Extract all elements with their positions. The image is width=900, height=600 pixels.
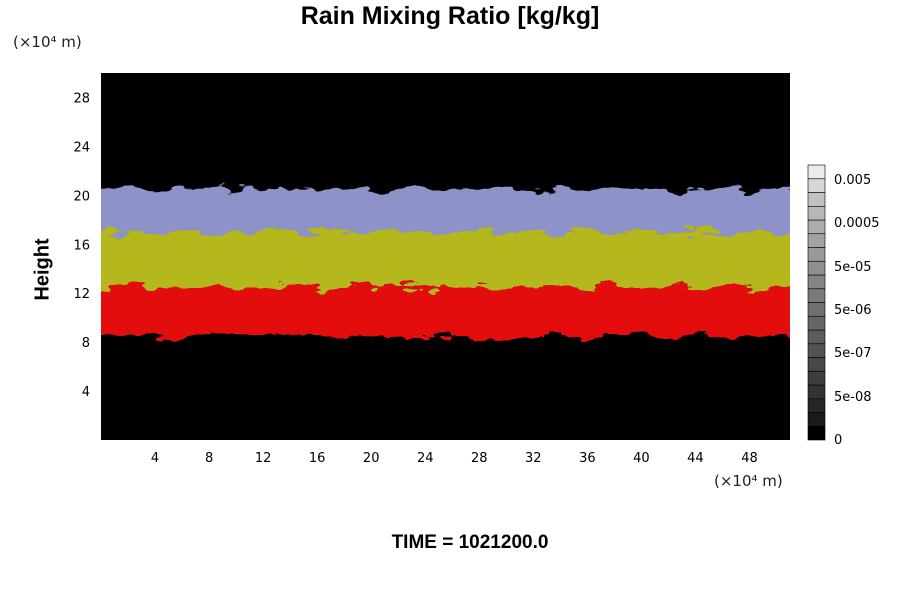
colorbar-swatch (807, 219, 826, 235)
x-tick-label: 48 (741, 451, 758, 466)
colorbar-swatch (807, 247, 826, 262)
colorbar-swatch (807, 274, 826, 290)
y-tick-label: 8 (82, 336, 90, 351)
data-band-1 (101, 189, 790, 233)
time-label: TIME (391, 532, 437, 553)
x-tick-label: 8 (205, 451, 213, 466)
colorbar-tick-label: 0.0005 (834, 216, 880, 231)
time-equals: = (436, 532, 459, 553)
colorbar-swatch (807, 384, 826, 400)
y-axis-unit: (×10⁴ m) (13, 33, 82, 51)
x-tick-label: 32 (525, 451, 542, 466)
x-tick-label: 24 (417, 451, 434, 466)
colorbar-swatch (807, 329, 826, 345)
chart-title: Rain Mixing Ratio [kg/kg] (300, 2, 600, 30)
colorbar-swatch (807, 302, 826, 317)
colorbar-swatch (807, 398, 826, 413)
x-tick-label: 36 (579, 451, 596, 466)
colorbar-tick-label: 5e-07 (834, 346, 872, 361)
colorbar-swatch (807, 343, 826, 358)
y-tick-label: 12 (73, 287, 90, 302)
colorbar-swatch (807, 205, 826, 221)
colorbar-tick-label: 5e-06 (834, 303, 872, 318)
x-tick-label: 40 (633, 451, 650, 466)
colorbar-swatch (807, 370, 826, 386)
colorbar-tick-label: 5e-05 (834, 260, 872, 275)
y-tick-label: 28 (73, 91, 90, 106)
y-tick-label: 16 (73, 238, 90, 253)
x-tick-label: 20 (363, 451, 380, 466)
y-tick-label: 24 (73, 140, 90, 155)
colorbar-tick-label: 0.005 (834, 173, 871, 188)
colorbar-swatch (807, 233, 826, 248)
data-band-3 (101, 287, 790, 337)
colorbar-tick-label: 5e-08 (834, 390, 872, 405)
x-tick-label: 16 (309, 451, 326, 466)
x-tick-label: 28 (471, 451, 488, 466)
colorbar-swatch (807, 178, 826, 193)
data-band-2 (101, 232, 790, 288)
x-tick-label: 4 (151, 451, 159, 466)
y-tick-label: 4 (82, 385, 90, 400)
y-tick-label: 20 (73, 189, 90, 204)
colorbar-swatch (807, 412, 826, 427)
colorbar-tick-label: 0 (834, 433, 842, 448)
time-readout: TIME = 1021200.0 (0, 532, 900, 554)
colorbar-swatch (807, 260, 826, 276)
x-tick-label: 12 (255, 451, 272, 466)
colorbar-swatch (807, 425, 826, 441)
x-axis-unit: (×10⁴ m) (714, 472, 783, 490)
colorbar-swatch (807, 288, 826, 303)
colorbar-swatch (807, 357, 826, 372)
colorbar-swatch (807, 164, 826, 180)
x-tick-label: 44 (687, 451, 704, 466)
colorbar-swatch (807, 192, 826, 207)
colorbar-swatch (807, 315, 826, 331)
time-value: 1021200.0 (458, 532, 549, 553)
